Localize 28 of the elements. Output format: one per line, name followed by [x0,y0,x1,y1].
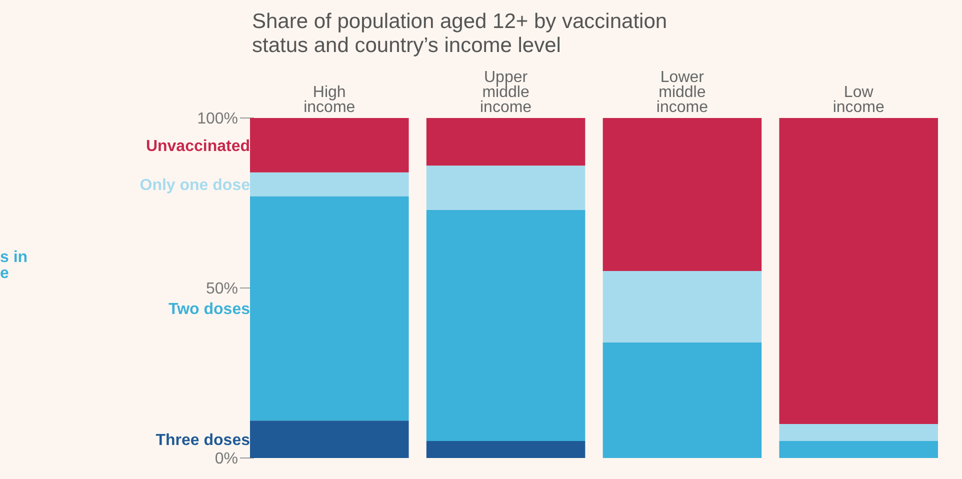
text: s in [0,249,28,266]
series-label: Three doses [156,432,250,449]
bar [250,196,409,421]
bar [779,424,938,441]
x-tick-label: Upper middle income [480,69,532,116]
bar [426,118,586,166]
text: e [0,265,9,282]
bar [250,118,409,172]
bar [426,166,586,210]
y-tick-label: 50% [206,280,238,298]
bar [426,210,586,441]
x-tick-label: High income [304,84,356,116]
bar [250,172,409,196]
bar [779,441,938,458]
y-tick-label: 0% [214,450,238,468]
x-tick-label: Lower middle income [656,69,708,116]
x-tick-label: Low income [832,84,885,116]
bar [779,118,938,424]
series-label: Unvaccinated [146,138,250,155]
series-label: Only one dose [140,176,250,194]
chart-title: Share of population aged 12+ by vaccination status and country’s income level [252,10,668,57]
bar [602,342,762,458]
bar [250,420,409,458]
bar [426,441,586,458]
y-tick-label: 100% [197,110,238,128]
bar [602,118,762,271]
bar [602,271,762,342]
series-label: Two doses [168,301,250,318]
